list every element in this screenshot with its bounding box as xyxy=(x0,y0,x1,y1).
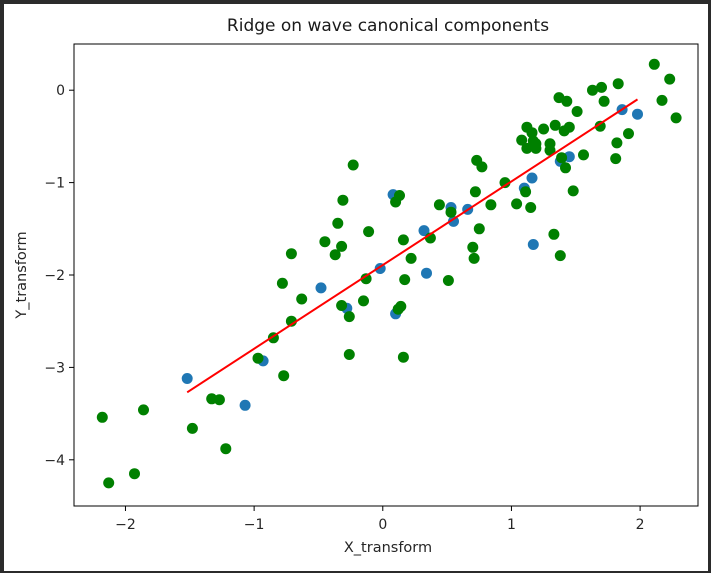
data-point-s1-74 xyxy=(596,82,607,93)
x-tick-label: 0 xyxy=(378,517,387,533)
data-point-s1-17 xyxy=(332,218,343,229)
plot-area xyxy=(97,59,682,489)
data-point-s1-33 xyxy=(399,274,410,285)
data-point-s1-78 xyxy=(613,78,624,89)
data-point-s1-13 xyxy=(286,248,297,259)
data-point-s1-29 xyxy=(394,190,405,201)
data-point-s1-39 xyxy=(467,242,478,253)
data-point-s1-24 xyxy=(358,295,369,306)
data-point-s1-18 xyxy=(336,300,347,311)
data-point-s1-21 xyxy=(344,311,355,322)
data-point-s1-15 xyxy=(319,236,330,247)
axes-frame xyxy=(74,44,698,506)
data-point-s1-69 xyxy=(568,185,579,196)
data-point-s1-60 xyxy=(548,229,559,240)
data-point-s1-38 xyxy=(446,207,457,218)
data-point-s1-32 xyxy=(398,234,409,245)
data-point-s1-57 xyxy=(538,124,549,135)
chart-figure: Ridge on wave canonical components −2 −1 0… xyxy=(4,4,708,571)
y-axis: 0 −1 −2 −3 −4 xyxy=(44,83,74,469)
data-point-s1-20 xyxy=(337,195,348,206)
data-point-s1-41 xyxy=(470,186,481,197)
data-point-s1-2 xyxy=(129,468,140,479)
data-point-s1-82 xyxy=(664,74,675,85)
y-tick-label: −1 xyxy=(44,176,65,192)
chart-title: Ridge on wave canonical components xyxy=(227,16,549,36)
x-axis-label: X_transform xyxy=(344,540,432,556)
data-point-s0-15 xyxy=(528,239,539,250)
data-point-s1-31 xyxy=(398,352,409,363)
data-point-s1-26 xyxy=(363,226,374,237)
x-tick-label: 2 xyxy=(636,517,645,533)
data-point-s1-47 xyxy=(511,198,522,209)
x-tick-label: −2 xyxy=(115,517,136,533)
y-tick-label: 0 xyxy=(56,83,65,99)
data-point-s1-77 xyxy=(611,137,622,148)
data-point-s1-56 xyxy=(530,138,541,149)
data-point-s1-45 xyxy=(485,199,496,210)
data-point-s1-59 xyxy=(545,138,556,149)
data-point-s1-80 xyxy=(649,59,660,70)
data-point-s1-67 xyxy=(561,96,572,107)
data-point-s1-81 xyxy=(657,95,668,106)
data-point-s1-7 xyxy=(220,443,231,454)
data-point-s1-83 xyxy=(671,112,682,123)
data-point-s1-43 xyxy=(474,223,485,234)
data-point-s1-44 xyxy=(476,161,487,172)
data-point-s1-22 xyxy=(344,349,355,360)
data-point-s1-71 xyxy=(578,149,589,160)
y-tick-label: −4 xyxy=(44,453,65,469)
data-point-s1-68 xyxy=(564,122,575,133)
data-point-s0-3 xyxy=(316,282,327,293)
data-point-s1-70 xyxy=(572,106,583,117)
data-point-s1-14 xyxy=(296,294,307,305)
data-point-s0-0 xyxy=(182,373,193,384)
data-point-s1-63 xyxy=(555,250,566,261)
data-point-s1-79 xyxy=(623,128,634,139)
data-point-s1-8 xyxy=(253,353,264,364)
x-tick-label: 1 xyxy=(507,517,516,533)
data-point-s1-1 xyxy=(103,477,114,488)
data-point-s1-19 xyxy=(336,241,347,252)
y-tick-label: −2 xyxy=(44,268,65,284)
data-point-s1-36 xyxy=(434,199,445,210)
scatter-chart: Ridge on wave canonical components −2 −1 0… xyxy=(4,4,708,571)
data-point-s1-66 xyxy=(560,162,571,173)
data-point-s1-0 xyxy=(97,412,108,423)
data-point-s1-64 xyxy=(556,152,567,163)
data-point-s0-1 xyxy=(240,400,251,411)
data-point-s0-14 xyxy=(527,173,538,184)
data-point-s1-6 xyxy=(214,394,225,405)
data-point-s1-76 xyxy=(610,153,621,164)
data-point-s1-11 xyxy=(277,278,288,289)
regression-line xyxy=(187,99,637,392)
data-point-s1-4 xyxy=(187,423,198,434)
x-tick-label: −1 xyxy=(244,517,265,533)
data-point-s1-30 xyxy=(395,301,406,312)
data-point-s1-52 xyxy=(525,202,536,213)
data-point-s0-19 xyxy=(632,109,643,120)
data-point-s1-37 xyxy=(443,275,454,286)
data-point-s0-9 xyxy=(421,268,432,279)
data-point-s1-49 xyxy=(520,186,531,197)
data-point-s1-23 xyxy=(348,160,359,171)
data-point-s1-3 xyxy=(138,404,149,415)
data-point-s1-34 xyxy=(406,253,417,264)
data-point-s1-40 xyxy=(469,253,480,264)
y-tick-label: −3 xyxy=(44,360,65,376)
data-point-s1-10 xyxy=(278,370,289,381)
y-axis-label: Y_transform xyxy=(14,231,30,319)
data-point-s1-75 xyxy=(599,96,610,107)
x-axis: −2 −1 0 1 2 xyxy=(115,506,644,533)
